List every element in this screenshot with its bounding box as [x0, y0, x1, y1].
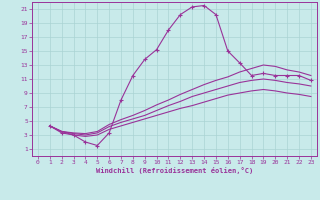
X-axis label: Windchill (Refroidissement éolien,°C): Windchill (Refroidissement éolien,°C): [96, 167, 253, 174]
